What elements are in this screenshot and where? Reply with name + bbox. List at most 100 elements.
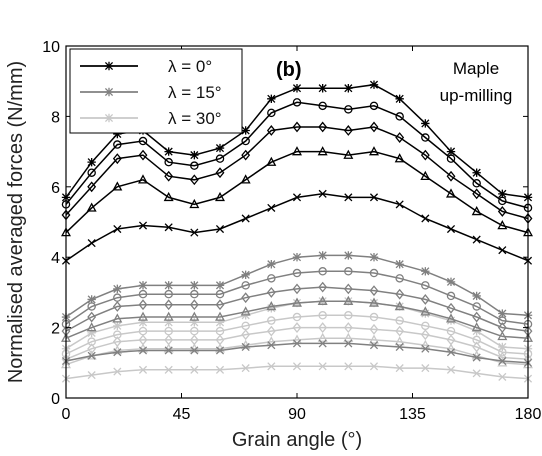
data-point xyxy=(344,84,353,93)
legend-label: λ = 0° xyxy=(168,57,212,76)
data-point xyxy=(318,322,328,334)
data-point xyxy=(164,223,173,232)
data-point xyxy=(241,126,250,135)
data-point xyxy=(472,179,481,188)
y-tick-label: 8 xyxy=(51,109,60,126)
data-point xyxy=(163,191,174,202)
data-point xyxy=(369,146,379,156)
data-point xyxy=(344,251,353,260)
data-point xyxy=(240,174,251,184)
data-point xyxy=(292,268,302,278)
data-point xyxy=(267,341,276,350)
legend-item-0: λ = 0° xyxy=(80,57,212,76)
data-point xyxy=(266,125,276,136)
data-point xyxy=(164,299,174,311)
data-point xyxy=(267,304,276,313)
data-point xyxy=(498,246,507,255)
data-point xyxy=(497,206,507,217)
data-point xyxy=(318,251,327,260)
data-point xyxy=(369,362,379,371)
x-axis-label: Grain angle (°) xyxy=(232,429,362,451)
legend-marker xyxy=(104,87,114,97)
data-point xyxy=(164,147,173,156)
x-tick-label: 135 xyxy=(399,406,426,423)
data-point xyxy=(446,291,456,301)
data-point xyxy=(395,112,404,121)
data-point xyxy=(112,301,122,312)
data-point xyxy=(292,84,302,93)
data-point xyxy=(164,289,173,299)
series-line xyxy=(65,126,529,220)
series-14 xyxy=(61,362,533,383)
series-line xyxy=(65,326,529,361)
data-point xyxy=(164,318,173,327)
data-point xyxy=(87,351,96,360)
data-point xyxy=(395,200,404,209)
data-point xyxy=(292,253,302,262)
legend-marker xyxy=(104,113,114,123)
data-point xyxy=(318,281,328,293)
data-point xyxy=(87,343,97,355)
y-tick-label: 2 xyxy=(51,321,60,338)
data-point xyxy=(215,289,225,299)
data-point xyxy=(190,289,199,299)
x-tick-label: 90 xyxy=(288,406,306,423)
data-point xyxy=(138,365,148,374)
data-point xyxy=(215,191,225,202)
data-point xyxy=(421,364,430,373)
data-point xyxy=(497,220,508,230)
data-point xyxy=(446,170,456,182)
data-point xyxy=(87,302,96,311)
data-point xyxy=(266,156,277,166)
data-point xyxy=(394,336,405,346)
data-point xyxy=(343,283,353,295)
data-point xyxy=(472,302,481,311)
data-point xyxy=(164,365,173,374)
data-point xyxy=(394,301,405,311)
data-point xyxy=(446,365,456,374)
annotation-line-1: Maple xyxy=(453,59,499,78)
data-point xyxy=(446,188,456,198)
data-point xyxy=(292,322,302,334)
data-point xyxy=(138,221,148,230)
data-point xyxy=(215,299,225,311)
series-6 xyxy=(61,267,533,329)
data-point xyxy=(113,367,122,376)
data-point xyxy=(317,295,328,305)
data-point xyxy=(344,311,353,320)
data-point xyxy=(369,341,379,350)
data-point xyxy=(369,285,379,297)
data-point xyxy=(190,365,199,374)
data-point xyxy=(266,325,276,337)
data-point xyxy=(87,371,96,380)
data-point xyxy=(113,129,122,139)
data-point xyxy=(344,193,353,202)
series-line xyxy=(65,300,529,339)
data-point xyxy=(87,328,96,338)
data-point xyxy=(343,125,353,136)
data-point xyxy=(472,369,481,378)
data-point xyxy=(138,299,148,311)
data-point xyxy=(190,318,199,327)
data-point xyxy=(113,321,122,331)
data-point xyxy=(395,325,405,337)
series-8 xyxy=(61,295,533,342)
data-point xyxy=(112,313,123,323)
data-point xyxy=(164,157,173,167)
data-point xyxy=(344,267,353,276)
data-point xyxy=(215,281,225,290)
data-point xyxy=(420,306,431,316)
data-point xyxy=(369,80,379,89)
data-point xyxy=(344,339,353,348)
data-point xyxy=(138,149,148,161)
data-point xyxy=(498,342,507,352)
data-point xyxy=(267,94,276,103)
data-point xyxy=(87,181,97,193)
series-line xyxy=(65,150,529,234)
data-point xyxy=(421,344,430,353)
data-point xyxy=(138,281,148,290)
data-point xyxy=(292,297,302,307)
data-point xyxy=(395,288,405,300)
legend-item-2: λ = 30° xyxy=(80,109,222,128)
